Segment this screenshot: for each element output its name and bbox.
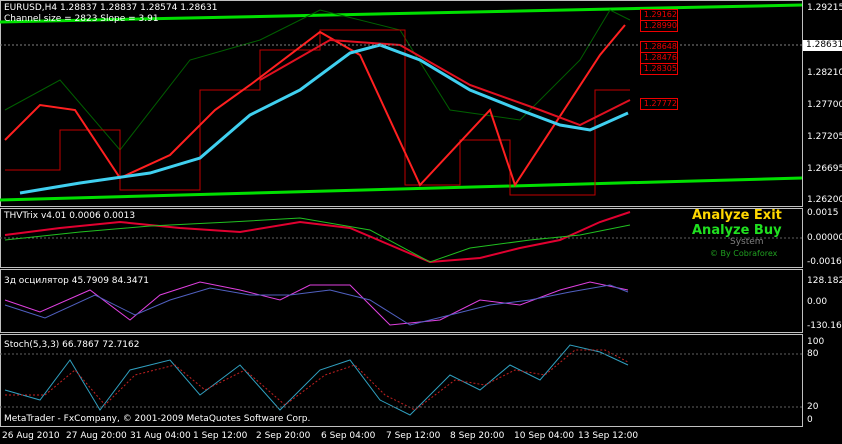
trix-axis-label: 0.00000: [807, 233, 842, 243]
main-panel: [0, 0, 803, 207]
price-label: 1.27205: [807, 132, 842, 142]
stoch-signal: [5, 349, 629, 411]
price-box: 1.28305: [640, 63, 678, 75]
stoch-title: Stoch(5,3,3) 66.7867 72.7162: [4, 340, 140, 350]
ma-cyan: [19, 43, 629, 195]
date-label: 1 Sep 12:00: [193, 431, 248, 441]
date-label: 2 Sep 20:00: [256, 431, 311, 441]
date-label: 26 Aug 2010: [2, 431, 60, 441]
red-stairs: [5, 29, 630, 196]
osc-magenta: [4, 281, 629, 326]
stoch-main: [4, 344, 629, 416]
date-label: 8 Sep 20:00: [450, 431, 505, 441]
envelope: [4, 9, 631, 151]
price-label: 1.26200: [807, 195, 842, 205]
zigzag: [4, 24, 626, 188]
channel-top: [0, 3, 803, 24]
current-price: 1.28631: [803, 40, 842, 51]
price-label: 1.27700: [807, 100, 842, 110]
stoch-axis-label: 0: [807, 415, 813, 425]
trix-red: [4, 211, 631, 264]
overlay-exit: Analyze Exit: [692, 208, 782, 223]
trix-title: THVTrix v4.01 0.0006 0.0013: [4, 211, 136, 221]
symbol-info: EURUSD,H4 1.28837 1.28837 1.28574 1.2863…: [4, 3, 218, 13]
osc-axis-label: 128.182: [807, 276, 842, 286]
price-label: 1.26695: [807, 164, 842, 174]
price-box: 1.28990: [640, 20, 678, 32]
stoch-panel: [0, 334, 803, 427]
stoch-axis-label: 20: [807, 402, 819, 412]
osc-axis-label: -130.162: [807, 321, 842, 331]
date-label: 13 Sep 12:00: [578, 431, 639, 441]
trix-axis-label: -0.0016: [807, 257, 842, 267]
price-label: 1.29215: [807, 3, 842, 13]
trix-axis-label: 0.0015: [807, 208, 839, 218]
overlay-system: System: [730, 237, 764, 247]
channel-bottom: [0, 176, 803, 202]
stoch-axis-label: 100: [807, 337, 825, 347]
date-label: 10 Sep 04:00: [514, 431, 575, 441]
date-label: 27 Aug 20:00: [66, 431, 127, 441]
osc-blue: [4, 284, 629, 326]
date-label: 6 Sep 04:00: [321, 431, 376, 441]
osc-title: 3д осцилятор 45.7909 84.3471: [4, 276, 150, 286]
overlay-credit: © By Cobraforex: [710, 249, 778, 258]
channel-info: Channel size = 2823 Slope = 3.91: [4, 14, 159, 24]
trix-green: [4, 217, 631, 263]
channel: [0, 3, 803, 202]
date-label: 31 Aug 04:00: [130, 431, 191, 441]
stoch-axis-label: 80: [807, 349, 819, 359]
osc-axis-label: 0.00: [807, 297, 828, 307]
price-box: 1.27772: [640, 98, 678, 110]
date-label: 7 Sep 12:00: [386, 431, 441, 441]
overlay-buy: Analyze Buy: [692, 223, 782, 238]
ma-slow: [259, 38, 631, 127]
copyright: MetaTrader - FxCompany, © 2001-2009 Meta…: [4, 414, 311, 424]
osc-panel: [0, 269, 803, 333]
price-label: 1.28210: [807, 68, 842, 78]
